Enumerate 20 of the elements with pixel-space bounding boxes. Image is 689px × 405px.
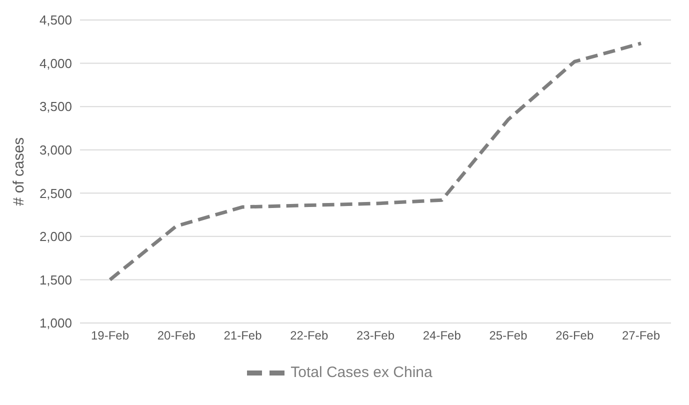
x-tick-label: 26-Feb — [556, 328, 594, 343]
line-series — [108, 42, 643, 282]
y-tick-label: 1,500 — [39, 272, 72, 288]
x-tick-label: 25-Feb — [489, 328, 528, 343]
x-tick-label: 21-Feb — [224, 328, 262, 343]
y-tick-label: 4,500 — [39, 12, 72, 28]
y-tick-label: 3,000 — [39, 142, 72, 158]
x-tick-label: 24-Feb — [422, 328, 462, 343]
x-tick-label: 27-Feb — [622, 328, 660, 343]
y-tick-label: 3,500 — [39, 99, 72, 114]
y-tick-label: 4,000 — [39, 56, 72, 71]
x-tick-label: 23-Feb — [356, 328, 395, 343]
legend-label: Total Cases ex China — [290, 364, 432, 381]
x-tick-label: 20-Feb — [157, 328, 196, 343]
y-tick-label: 2,500 — [39, 186, 72, 201]
x-tick-label: 19-Feb — [90, 328, 130, 343]
y-tick-label: 2,000 — [39, 229, 72, 244]
y-axis-title: # of cases — [10, 137, 28, 206]
x-tick-label: 22-Feb — [290, 328, 328, 343]
y-tick-label: 1,000 — [39, 316, 72, 331]
